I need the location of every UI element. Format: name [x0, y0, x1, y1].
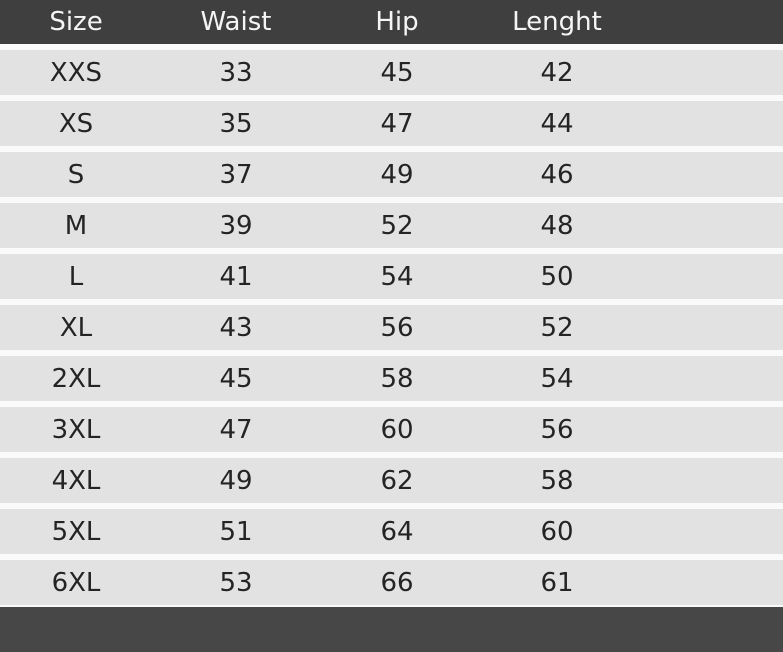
cell-length: 42 — [540, 57, 574, 88]
cell-length: 48 — [540, 210, 574, 241]
cell-hip: 60 — [380, 414, 414, 445]
cell-size: L — [68, 261, 84, 292]
cell-waist: 37 — [219, 159, 253, 190]
cell-hip: 62 — [380, 465, 414, 496]
footer-bar — [0, 607, 783, 652]
table-body: XXS 33 45 42 XS 35 47 44 S 37 49 46 M 39… — [0, 50, 783, 605]
table-row: 6XL 53 66 61 — [0, 560, 783, 605]
header-cell-length: Lenght — [512, 7, 602, 37]
table-row: XL 43 56 52 — [0, 305, 783, 350]
cell-hip: 58 — [380, 363, 414, 394]
cell-waist: 43 — [219, 312, 253, 343]
cell-size: XXS — [49, 57, 103, 88]
cell-hip: 54 — [380, 261, 414, 292]
cell-size: 2XL — [51, 363, 101, 394]
table-row: S 37 49 46 — [0, 152, 783, 197]
table-row: 4XL 49 62 58 — [0, 458, 783, 503]
cell-size: M — [64, 210, 88, 241]
cell-size: XS — [58, 108, 94, 139]
cell-hip: 56 — [380, 312, 414, 343]
cell-waist: 47 — [219, 414, 253, 445]
table-row: XS 35 47 44 — [0, 101, 783, 146]
header-cell-waist: Waist — [200, 7, 272, 37]
cell-length: 46 — [540, 159, 574, 190]
cell-waist: 51 — [219, 516, 253, 547]
cell-size: 3XL — [51, 414, 101, 445]
cell-hip: 45 — [380, 57, 414, 88]
cell-size: XL — [59, 312, 93, 343]
table-row: 5XL 51 64 60 — [0, 509, 783, 554]
cell-size: 4XL — [51, 465, 101, 496]
cell-length: 54 — [540, 363, 574, 394]
cell-hip: 66 — [380, 567, 414, 598]
cell-length: 44 — [540, 108, 574, 139]
table-row: 3XL 47 60 56 — [0, 407, 783, 452]
header-cell-size: Size — [49, 7, 103, 37]
cell-hip: 64 — [380, 516, 414, 547]
cell-size: S — [67, 159, 85, 190]
table-row: 2XL 45 58 54 — [0, 356, 783, 401]
cell-waist: 35 — [219, 108, 253, 139]
header-row: Size Waist Hip Lenght — [0, 0, 783, 44]
cell-hip: 47 — [380, 108, 414, 139]
cell-size: 5XL — [51, 516, 101, 547]
cell-waist: 53 — [219, 567, 253, 598]
cell-hip: 49 — [380, 159, 414, 190]
cell-length: 58 — [540, 465, 574, 496]
cell-waist: 33 — [219, 57, 253, 88]
header-cell-hip: Hip — [375, 7, 419, 37]
cell-length: 50 — [540, 261, 574, 292]
cell-length: 60 — [540, 516, 574, 547]
cell-waist: 39 — [219, 210, 253, 241]
cell-waist: 45 — [219, 363, 253, 394]
cell-length: 61 — [540, 567, 574, 598]
table-row: XXS 33 45 42 — [0, 50, 783, 95]
cell-length: 52 — [540, 312, 574, 343]
table-row: M 39 52 48 — [0, 203, 783, 248]
cell-length: 56 — [540, 414, 574, 445]
cell-size: 6XL — [51, 567, 101, 598]
cell-waist: 49 — [219, 465, 253, 496]
table-row: L 41 54 50 — [0, 254, 783, 299]
cell-hip: 52 — [380, 210, 414, 241]
cell-waist: 41 — [219, 261, 253, 292]
